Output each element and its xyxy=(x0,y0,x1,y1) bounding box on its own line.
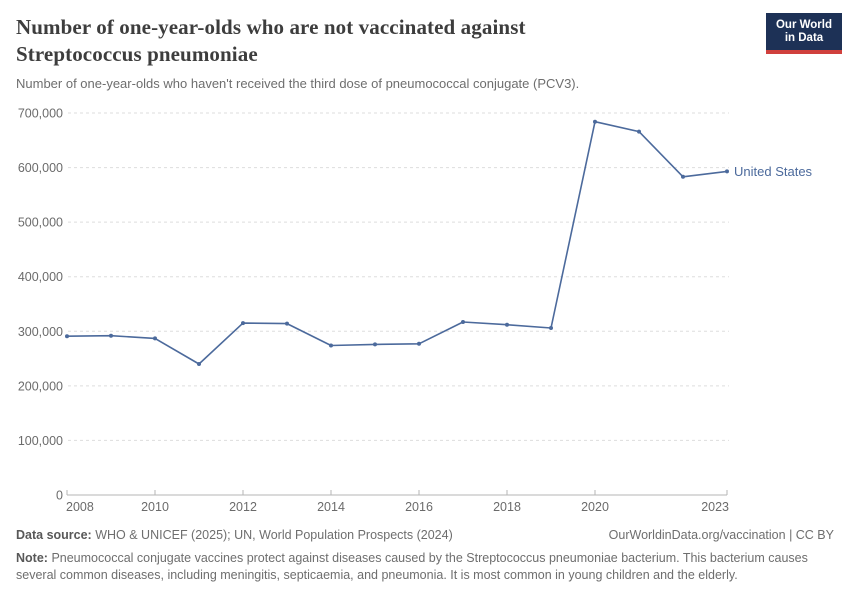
line-chart-plot-area: 0 100,000 200,000 300,000 400,000 500,000 600,… xyxy=(18,107,813,515)
series-end-label[interactable]: United States xyxy=(734,164,813,179)
data-point-2010[interactable] xyxy=(153,336,157,341)
chart-subtitle: Number of one-year-olds who haven't rece… xyxy=(16,76,580,91)
owid-logo-line1: Our World xyxy=(775,19,832,31)
data-point-2014[interactable] xyxy=(329,343,333,348)
y-axis-tick-label: 300,000 xyxy=(18,325,63,339)
data-point-2015[interactable] xyxy=(373,342,377,347)
y-axis-tick-label: 100,000 xyxy=(18,434,63,448)
source-row: Data source: WHO & UNICEF (2025); UN, Wo… xyxy=(16,528,834,542)
x-axis-tick-label: 2020 xyxy=(581,500,609,514)
data-source-text: WHO & UNICEF (2025); UN, World Populatio… xyxy=(95,528,453,542)
y-axis-tick-label: 500,000 xyxy=(18,216,63,230)
data-point-2022[interactable] xyxy=(681,174,685,179)
data-point-2013[interactable] xyxy=(285,321,289,326)
x-axis-tick-label: 2014 xyxy=(317,500,345,514)
x-axis-tick-label: 2012 xyxy=(229,500,257,514)
data-point-2016[interactable] xyxy=(417,341,421,346)
data-point-2009[interactable] xyxy=(109,333,113,338)
x-axis-tick-label: 2010 xyxy=(141,500,169,514)
x-axis-tick-label: 2016 xyxy=(405,500,433,514)
data-point-2017[interactable] xyxy=(461,320,465,324)
y-axis-tick-label: 200,000 xyxy=(18,379,63,393)
chart-footer: Data source: WHO & UNICEF (2025); UN, Wo… xyxy=(16,528,834,584)
series-line-united-states[interactable] xyxy=(66,120,728,365)
data-point-2011[interactable] xyxy=(197,362,201,366)
data-point-2023[interactable] xyxy=(725,169,729,174)
chart-note: Note: Pneumococcal conjugate vaccines pr… xyxy=(16,550,828,584)
attribution-link[interactable]: OurWorldinData.org/vaccination | CC BY xyxy=(608,528,834,542)
x-axis-tick-label: 2008 xyxy=(66,500,94,514)
data-point-2021[interactable] xyxy=(637,129,641,134)
data-point-2018[interactable] xyxy=(505,322,509,327)
x-axis-tick-label: 2018 xyxy=(493,500,521,514)
y-axis-tick-label: 700,000 xyxy=(18,107,63,121)
owid-logo-line2: in Data xyxy=(784,32,824,44)
data-source-label: Data source: xyxy=(16,528,92,542)
owid-logo[interactable]: Our World in Data xyxy=(766,13,842,54)
y-axis-tick-label: 0 xyxy=(56,489,63,503)
note-text: Pneumococcal conjugate vaccines protect … xyxy=(16,551,808,582)
data-point-2012[interactable] xyxy=(241,321,245,326)
data-source: Data source: WHO & UNICEF (2025); UN, Wo… xyxy=(16,528,453,542)
note-label: Note: xyxy=(16,551,48,565)
data-point-2020[interactable] xyxy=(593,119,597,124)
x-axis-tick-label: 2023 xyxy=(701,500,729,514)
page-title: Number of one-year-olds who are not vacc… xyxy=(16,15,526,66)
y-axis-tick-label: 600,000 xyxy=(18,161,63,175)
y-axis-tick-label: 400,000 xyxy=(18,270,63,284)
data-point-2008[interactable] xyxy=(65,334,69,339)
data-point-2019[interactable] xyxy=(549,326,553,330)
